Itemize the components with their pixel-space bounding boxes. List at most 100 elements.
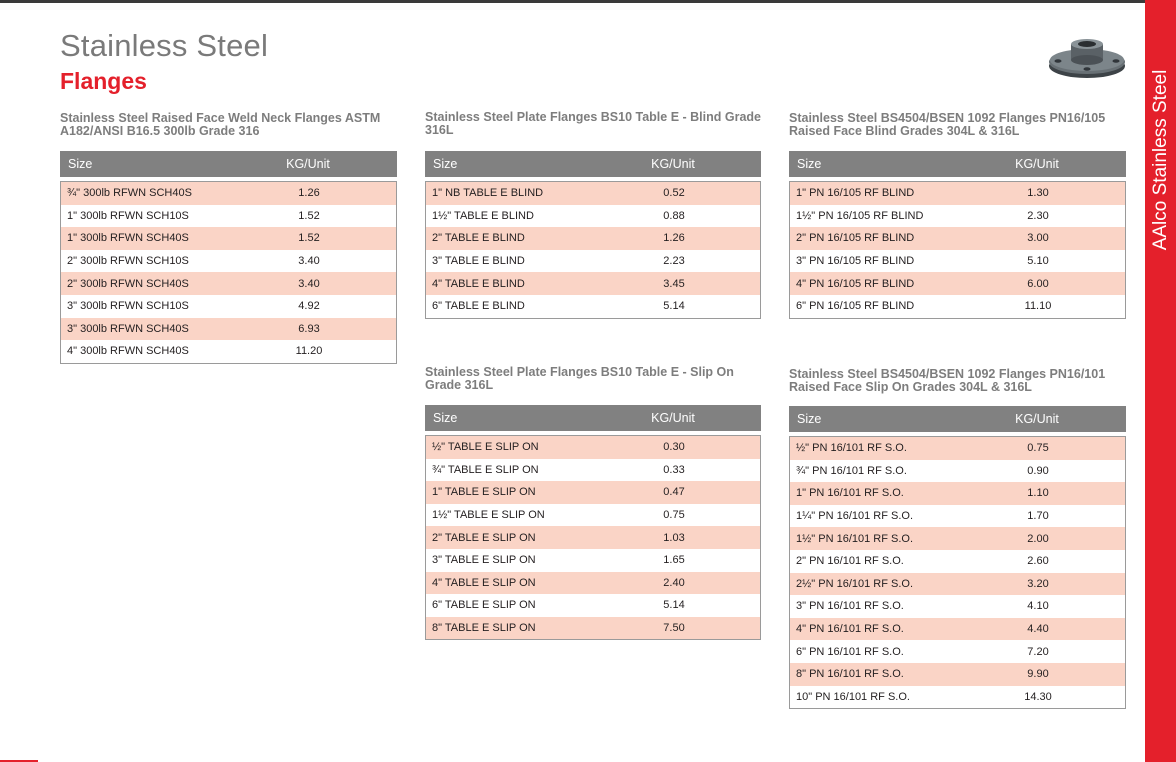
kg-unit-cell: 4.10 bbox=[1027, 600, 1049, 613]
size-cell: 2" TABLE E SLIP ON bbox=[432, 531, 536, 544]
column-header-kg-unit: KG/Unit bbox=[1015, 157, 1059, 171]
size-cell: 4" PN 16/105 RF BLIND bbox=[796, 277, 915, 290]
column-header-size: Size bbox=[797, 157, 822, 171]
size-cell: ½" PN 16/101 RF S.O. bbox=[796, 442, 907, 455]
column-header-kg-unit: KG/Unit bbox=[1015, 412, 1059, 426]
bottom-accent-mark bbox=[0, 760, 38, 762]
size-cell: 6" PN 16/101 RF S.O. bbox=[796, 645, 904, 658]
table-title: Stainless Steel Plate Flanges BS10 Table… bbox=[425, 110, 761, 137]
size-cell: 2½" PN 16/101 RF S.O. bbox=[796, 577, 914, 590]
kg-unit-cell: 1.26 bbox=[663, 232, 685, 245]
table-row: 1½" TABLE E SLIP ON 0.75 bbox=[426, 504, 760, 527]
table-row: 3" PN 16/105 RF BLIND 5.10 bbox=[790, 250, 1125, 273]
kg-unit-cell: 4.40 bbox=[1027, 623, 1049, 636]
size-cell: 3" 300lb RFWN SCH40S bbox=[67, 322, 189, 335]
table-header: Size KG/Unit bbox=[789, 406, 1126, 432]
size-cell: 3" 300lb RFWN SCH10S bbox=[67, 300, 189, 313]
kg-unit-cell: 1.52 bbox=[298, 232, 320, 245]
size-cell: 1½" PN 16/105 RF BLIND bbox=[796, 209, 924, 222]
kg-unit-cell: 0.75 bbox=[1027, 442, 1049, 455]
table-row: 1½" PN 16/105 RF BLIND 2.30 bbox=[790, 205, 1125, 228]
table-section: Stainless Steel BS4504/BSEN 1092 Flanges… bbox=[789, 112, 1126, 319]
table-row: 3" PN 16/101 RF S.O. 4.10 bbox=[790, 595, 1125, 618]
kg-unit-cell: 6.93 bbox=[298, 322, 320, 335]
table-section: Stainless Steel Raised Face Weld Neck Fl… bbox=[60, 112, 397, 364]
size-cell: ¾" TABLE E SLIP ON bbox=[432, 463, 539, 476]
column-header-kg-unit: KG/Unit bbox=[651, 157, 695, 171]
size-cell: ¾" PN 16/101 RF S.O. bbox=[796, 464, 907, 477]
table-row: ¾" PN 16/101 RF S.O. 0.90 bbox=[790, 460, 1125, 483]
kg-unit-cell: 7.20 bbox=[1027, 645, 1049, 658]
table-body: ½" PN 16/101 RF S.O. 0.75 ¾" PN 16/101 RF … bbox=[789, 436, 1126, 710]
size-cell: 3" TABLE E SLIP ON bbox=[432, 554, 536, 567]
table-header: Size KG/Unit bbox=[60, 151, 397, 177]
table-row: 2½" PN 16/101 RF S.O. 3.20 bbox=[790, 572, 1125, 596]
table-row: ¾" 300lb RFWN SCH40S 1.26 bbox=[61, 182, 396, 205]
top-rule bbox=[0, 0, 1176, 3]
table-row: 1" 300lb RFWN SCH10S 1.52 bbox=[61, 205, 396, 228]
kg-unit-cell: 2.40 bbox=[663, 576, 685, 589]
kg-unit-cell: 0.30 bbox=[663, 441, 685, 454]
kg-unit-cell: 6.00 bbox=[1027, 277, 1049, 290]
table-row: 4" 300lb RFWN SCH40S 11.20 bbox=[61, 340, 396, 363]
kg-unit-cell: 1.30 bbox=[1027, 187, 1049, 200]
table-row: 8" TABLE E SLIP ON 7.50 bbox=[426, 616, 760, 640]
kg-unit-cell: 1.70 bbox=[1027, 510, 1049, 523]
size-cell: 4" TABLE E SLIP ON bbox=[432, 576, 536, 589]
kg-unit-cell: 0.88 bbox=[663, 209, 685, 222]
kg-unit-cell: 9.90 bbox=[1027, 668, 1049, 681]
table-body: 1" PN 16/105 RF BLIND 1.30 1½" PN 16/105 R… bbox=[789, 181, 1126, 319]
size-cell: 1" 300lb RFWN SCH40S bbox=[67, 232, 189, 245]
kg-unit-cell: 1.03 bbox=[663, 531, 685, 544]
side-tab-label: AAlco Stainless Steel bbox=[1149, 69, 1171, 251]
column-header-kg-unit: KG/Unit bbox=[286, 157, 330, 171]
kg-unit-cell: 3.40 bbox=[298, 277, 320, 290]
size-cell: 4" TABLE E BLIND bbox=[432, 277, 525, 290]
size-cell: 2" 300lb RFWN SCH40S bbox=[67, 277, 189, 290]
kg-unit-cell: 1.26 bbox=[298, 187, 320, 200]
kg-unit-cell: 1.10 bbox=[1027, 487, 1049, 500]
table-header: Size KG/Unit bbox=[425, 151, 761, 177]
size-cell: 2" 300lb RFWN SCH10S bbox=[67, 255, 189, 268]
kg-unit-cell: 5.14 bbox=[663, 300, 685, 313]
size-cell: 1¼" PN 16/101 RF S.O. bbox=[796, 510, 914, 523]
kg-unit-cell: 11.10 bbox=[1024, 300, 1052, 313]
size-cell: 1" NB TABLE E BLIND bbox=[432, 187, 544, 200]
column-header-size: Size bbox=[433, 411, 458, 425]
table-title: Stainless Steel Plate Flanges BS10 Table… bbox=[425, 365, 734, 392]
kg-unit-cell: 14.30 bbox=[1024, 690, 1052, 703]
size-cell: 6" PN 16/105 RF BLIND bbox=[796, 300, 915, 313]
kg-unit-cell: 2.23 bbox=[663, 255, 685, 268]
table-row: 6" TABLE E SLIP ON 5.14 bbox=[426, 594, 760, 617]
size-cell: 1" PN 16/101 RF S.O. bbox=[796, 487, 904, 500]
size-cell: 3" PN 16/101 RF S.O. bbox=[796, 600, 904, 613]
table-row: 4" PN 16/105 RF BLIND 6.00 bbox=[790, 272, 1125, 295]
kg-unit-cell: 4.92 bbox=[298, 300, 320, 313]
table-row: 6" PN 16/105 RF BLIND 11.10 bbox=[790, 295, 1125, 318]
kg-unit-cell: 5.10 bbox=[1027, 255, 1049, 268]
table-row: 2" 300lb RFWN SCH10S 3.40 bbox=[61, 250, 396, 273]
kg-unit-cell: 5.14 bbox=[663, 599, 685, 612]
table-row: 1½" PN 16/101 RF S.O. 2.00 bbox=[790, 527, 1125, 550]
column-header-kg-unit: KG/Unit bbox=[651, 411, 695, 425]
table-section: Stainless Steel BS4504/BSEN 1092 Flanges… bbox=[789, 368, 1126, 710]
size-cell: 1½" TABLE E BLIND bbox=[432, 209, 534, 222]
table-row: 2" PN 16/105 RF BLIND 3.00 bbox=[790, 227, 1125, 250]
table-row: 1" 300lb RFWN SCH40S 1.52 bbox=[61, 227, 396, 250]
table-row: 3" TABLE E SLIP ON 1.65 bbox=[426, 549, 760, 572]
table-title: Stainless Steel BS4504/BSEN 1092 Flanges… bbox=[789, 111, 1106, 138]
table-row: 6" PN 16/101 RF S.O. 7.20 bbox=[790, 640, 1125, 663]
side-tab: AAlco Stainless Steel bbox=[1145, 0, 1176, 762]
table-title: Stainless Steel Raised Face Weld Neck Fl… bbox=[60, 111, 381, 138]
table-row: 2" 300lb RFWN SCH40S 3.40 bbox=[61, 272, 396, 295]
kg-unit-cell: 0.52 bbox=[663, 187, 685, 200]
size-cell: ¾" 300lb RFWN SCH40S bbox=[67, 187, 192, 200]
table-body: 1" NB TABLE E BLIND 0.52 1½" TABLE E BLIND… bbox=[425, 181, 761, 319]
kg-unit-cell: 0.47 bbox=[663, 486, 685, 499]
table-row: 1¼" PN 16/101 RF S.O. 1.70 bbox=[790, 505, 1125, 528]
size-cell: 10" PN 16/101 RF S.O. bbox=[796, 690, 910, 703]
size-cell: 2" TABLE E BLIND bbox=[432, 232, 525, 245]
table-row: 6" TABLE E BLIND 5.14 bbox=[426, 295, 760, 318]
kg-unit-cell: 3.45 bbox=[663, 277, 685, 290]
table-row: ½" TABLE E SLIP ON 0.30 bbox=[426, 436, 760, 459]
